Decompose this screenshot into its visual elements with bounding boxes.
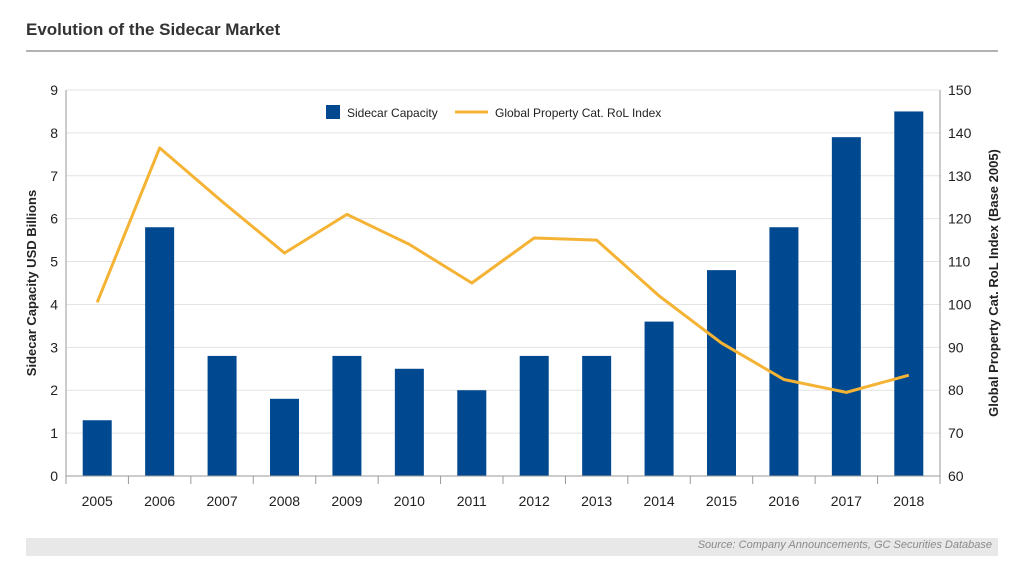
x-tick-label: 2012 [519, 493, 550, 509]
y-right-tick-label: 130 [948, 168, 972, 184]
x-tick-label: 2006 [144, 493, 175, 509]
legend: Sidecar Capacity Global Property Cat. RoL… [326, 105, 661, 120]
y-left-tick-label: 9 [50, 82, 58, 98]
bar [707, 270, 736, 476]
x-tick-label: 2018 [893, 493, 924, 509]
bar [831, 137, 861, 476]
y-right-tick-label: 120 [948, 211, 972, 227]
y-right-tick-label: 70 [948, 425, 964, 441]
bar [582, 355, 612, 476]
y-right-tick-label: 90 [948, 339, 964, 355]
x-tick-label: 2013 [581, 493, 612, 509]
y-left-tick-label: 8 [50, 125, 58, 141]
y-axis-left-label: Sidecar Capacity USD Billions [24, 190, 39, 376]
x-tick-label: 2011 [457, 493, 487, 509]
y-axis-right-label: Global Property Cat. RoL Index (Base 200… [986, 149, 1001, 417]
bar [270, 398, 299, 476]
bar [394, 368, 424, 476]
source-bar [26, 538, 998, 556]
y-right-tick-label: 80 [948, 382, 964, 398]
chart-title: Evolution of the Sidecar Market [26, 20, 281, 39]
x-tick-label: 2009 [331, 493, 362, 509]
y-left-tick-label: 1 [50, 425, 58, 441]
bar-series [82, 111, 924, 476]
bar [207, 355, 237, 476]
x-tick-label: 2014 [643, 493, 674, 509]
title-divider [26, 50, 998, 52]
y-left-tick-label: 6 [50, 211, 58, 227]
y-left-tick-label: 4 [50, 296, 58, 312]
y-right-tick-label: 150 [948, 82, 972, 98]
bar [457, 390, 487, 476]
x-tick-label: 2005 [82, 493, 113, 509]
line-series [95, 146, 910, 394]
legend-label-bar: Sidecar Capacity [347, 106, 438, 120]
rol-index-line [95, 146, 910, 394]
y-right-tick-label: 140 [948, 125, 972, 141]
bar [332, 355, 362, 476]
x-tick-label: 2010 [394, 493, 425, 509]
x-tick-label: 2007 [206, 493, 237, 509]
y-right-tick-label: 60 [948, 468, 964, 484]
bar [644, 321, 674, 476]
bar [769, 227, 799, 476]
axes: 0 1 2 3 4 5 6 7 8 9 60 70 80 90 100 110 120 130 140 150 2005… [50, 82, 971, 509]
x-tick-label: 2017 [831, 493, 862, 509]
y-right-tick-label: 100 [948, 296, 972, 312]
y-left-tick-label: 7 [50, 168, 58, 184]
bar [519, 355, 549, 476]
bar [145, 227, 175, 476]
y-left-tick-label: 2 [50, 382, 58, 398]
source-note: Source: Company Announcements, GC Securi… [697, 539, 992, 551]
legend-label-line: Global Property Cat. RoL Index [495, 106, 661, 120]
bar [894, 111, 924, 476]
x-tick-label: 2016 [768, 493, 799, 509]
legend-swatch-bar [326, 105, 340, 119]
bar [82, 420, 112, 476]
y-left-tick-label: 5 [50, 254, 58, 270]
y-left-tick-label: 0 [50, 468, 58, 484]
y-right-tick-label: 110 [948, 254, 971, 270]
x-tick-label: 2015 [706, 493, 737, 509]
x-tick-label: 2008 [269, 493, 300, 509]
y-left-tick-label: 3 [50, 339, 58, 355]
